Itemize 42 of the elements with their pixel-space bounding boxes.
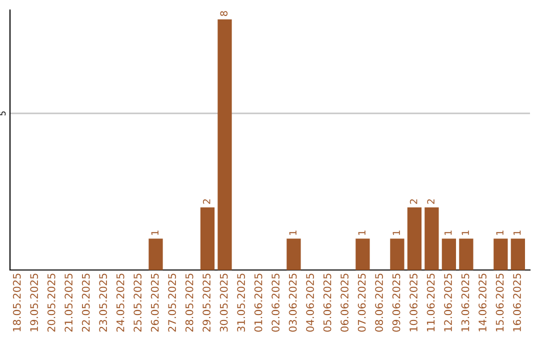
x-tick-label: 09.06.2025 <box>392 274 400 332</box>
x-tick-label: 25.05.2025 <box>134 274 142 332</box>
x-tick-label: 22.05.2025 <box>82 274 90 332</box>
data-label: 1 <box>289 230 296 235</box>
x-tick-label: 19.05.2025 <box>30 274 38 332</box>
x-tick-label: 05.06.2025 <box>323 274 332 332</box>
data-label: 2 <box>202 199 210 204</box>
x-tick-label: 16.06.2025 <box>513 274 521 332</box>
x-tick-label: 24.05.2025 <box>116 274 124 332</box>
x-tick-label: 18.05.2025 <box>12 274 21 332</box>
x-tick-label: 28.05.2025 <box>185 274 194 332</box>
data-label: 1 <box>514 230 521 235</box>
data-label: 2 <box>410 199 418 204</box>
data-label: 8 <box>220 11 228 16</box>
data-label: 1 <box>496 230 504 235</box>
data-label: 1 <box>151 230 158 235</box>
x-tick-label: 27.05.2025 <box>168 274 176 332</box>
data-label: 2 <box>427 199 434 204</box>
x-tick-label: 31.05.2025 <box>237 274 245 332</box>
x-tick-label: 12.06.2025 <box>444 274 452 332</box>
x-tick-label: 07.06.2025 <box>358 274 366 332</box>
data-label: 1 <box>392 230 400 235</box>
x-tick-label: 21.05.2025 <box>64 274 73 332</box>
x-tick-label: 23.05.2025 <box>99 274 108 332</box>
x-tick-label: 20.05.2025 <box>47 274 56 332</box>
x-tick-label: 26.05.2025 <box>150 274 159 332</box>
x-tick-label: 11.06.2025 <box>426 274 435 332</box>
x-tick-label: 02.06.2025 <box>272 274 280 332</box>
data-label: 1 <box>444 230 452 235</box>
x-tick-label: 13.06.2025 <box>461 274 470 332</box>
x-tick-label: 01.06.2025 <box>254 274 262 332</box>
data-label: 1 <box>462 230 469 235</box>
data-label: 1 <box>358 230 366 235</box>
x-tick-label: 15.06.2025 <box>496 274 504 332</box>
x-tick-label: 06.06.2025 <box>340 274 348 332</box>
x-tick-label: 04.06.2025 <box>306 274 314 332</box>
x-tick-label: 30.05.2025 <box>220 274 228 332</box>
x-tick-label: 14.06.2025 <box>478 274 486 332</box>
x-tick-label: 03.06.2025 <box>288 274 297 332</box>
x-tick-label: 08.06.2025 <box>375 274 383 332</box>
x-tick-label: 29.05.2025 <box>202 274 210 332</box>
x-tick-label: 10.06.2025 <box>410 274 418 332</box>
